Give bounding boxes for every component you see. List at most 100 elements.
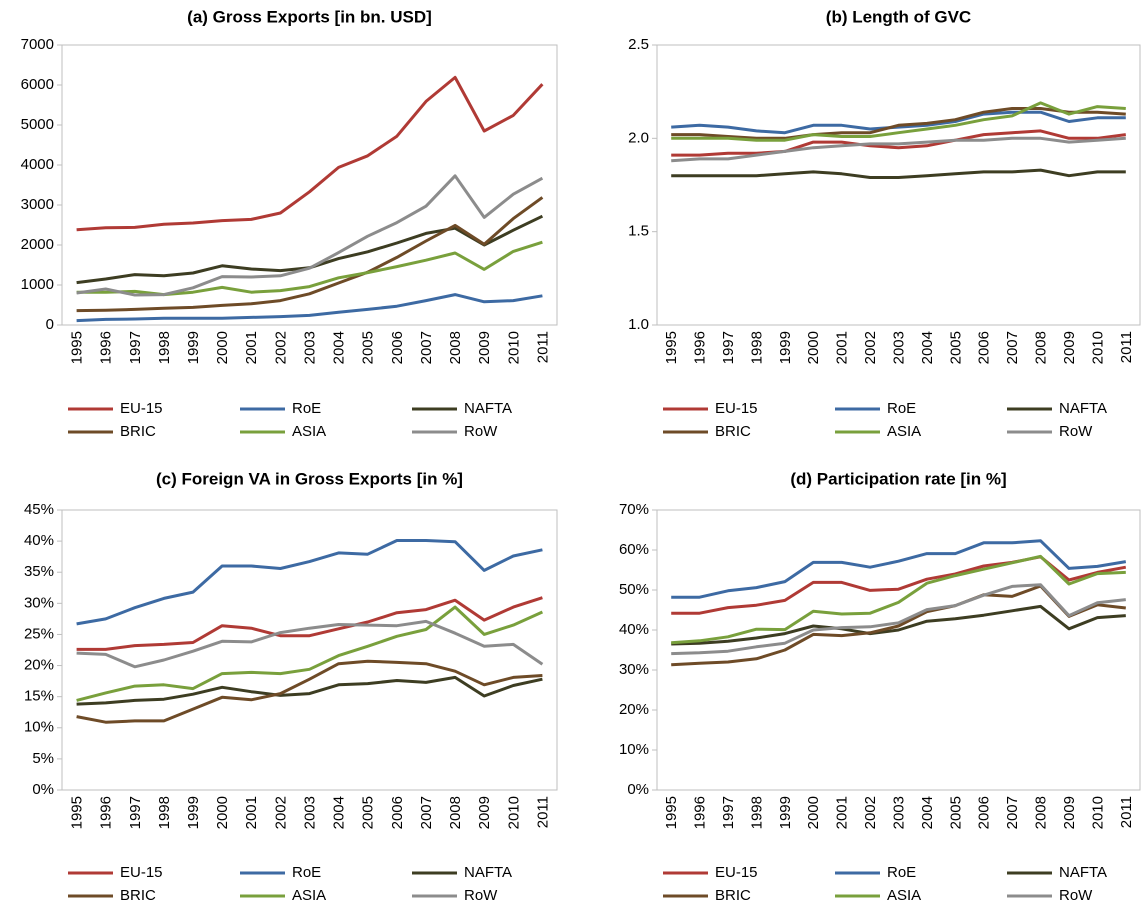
x-tick-label: 2006 — [389, 796, 406, 829]
panel: (d) Participation rate [in %] 0% 10% 20% 30%… — [619, 469, 1141, 904]
chart-title: (a) Gross Exports [in bn. USD] — [187, 7, 432, 26]
series-line — [76, 596, 543, 651]
y-tick-label: 60% — [619, 541, 649, 558]
legend-label: ASIA — [292, 423, 326, 440]
legend-label: EU-15 — [120, 400, 163, 417]
legend-label: RoW — [1059, 423, 1093, 440]
x-tick-label: 2007 — [418, 331, 435, 364]
legend-label: BRIC — [715, 423, 751, 440]
x-tick-label: 1998 — [748, 331, 765, 364]
series-line — [671, 604, 1126, 646]
x-tick-label: 2011 — [534, 796, 551, 828]
y-tick-label: 70% — [619, 501, 649, 518]
x-tick-label: 2008 — [1033, 796, 1050, 829]
x-tick-label: 1999 — [777, 331, 794, 364]
x-tick-label: 1997 — [127, 796, 144, 829]
x-tick-label: 2010 — [505, 796, 522, 829]
x-tick-label: 2005 — [947, 796, 964, 829]
legend-label: RoW — [1059, 887, 1093, 904]
x-tick-label: 2003 — [890, 796, 907, 829]
legend-label: NAFTA — [1059, 400, 1107, 417]
legend-label: EU-15 — [715, 864, 758, 881]
legend-label: RoW — [464, 423, 498, 440]
x-tick-label: 1999 — [185, 796, 202, 829]
x-tick-label: 2005 — [947, 331, 964, 364]
y-tick-label: 0% — [627, 781, 649, 798]
x-tick-label: 2001 — [834, 796, 851, 829]
x-tick-label: 2000 — [214, 331, 231, 364]
legend-label: NAFTA — [464, 400, 512, 417]
y-tick-label: 2.5 — [628, 36, 649, 53]
x-tick-label: 2004 — [919, 331, 936, 364]
x-tick-label: 2002 — [272, 796, 289, 829]
legend-label: RoE — [292, 864, 321, 881]
y-tick-label: 2000 — [21, 236, 54, 253]
chart-title: (c) Foreign VA in Gross Exports [in %] — [156, 469, 463, 488]
panel: (b) Length of GVC 1.0 1.5 2.0 2.5 1995 1996 199… — [628, 7, 1141, 440]
x-tick-label: 2011 — [534, 331, 551, 363]
x-tick-label: 1996 — [692, 796, 709, 829]
x-tick-label: 2007 — [1004, 796, 1021, 829]
y-tick-label: 0% — [32, 781, 54, 798]
x-tick-label: 1995 — [663, 331, 680, 364]
series-line — [76, 293, 543, 323]
series-line — [671, 129, 1126, 157]
legend-label: ASIA — [887, 887, 921, 904]
y-tick-label: 1.5 — [628, 223, 649, 240]
legend-label: BRIC — [120, 887, 156, 904]
legend-label: RoE — [887, 400, 916, 417]
plot-area — [61, 44, 558, 326]
series-line — [76, 619, 544, 669]
series-line — [671, 107, 1126, 140]
y-tick-label: 35% — [24, 563, 54, 580]
plot-area — [61, 509, 558, 791]
x-tick-label: 2009 — [1061, 331, 1078, 364]
legend-label: ASIA — [292, 887, 326, 904]
y-tick-label: 10% — [24, 719, 54, 736]
y-tick-label: 15% — [24, 688, 54, 705]
series-line — [671, 168, 1126, 179]
x-tick-label: 2005 — [360, 796, 377, 829]
x-tick-label: 2000 — [805, 796, 822, 829]
legend-label: BRIC — [120, 423, 156, 440]
y-tick-label: 30% — [619, 661, 649, 678]
x-tick-label: 2006 — [389, 331, 406, 364]
y-tick-label: 40% — [24, 532, 54, 549]
x-tick-label: 2002 — [272, 331, 289, 364]
x-tick-label: 2004 — [919, 796, 936, 829]
x-tick-label: 2004 — [331, 331, 348, 364]
y-tick-label: 45% — [24, 501, 54, 518]
x-tick-label: 1997 — [720, 796, 737, 829]
panel: (a) Gross Exports [in bn. USD] 0 1000 2000 3… — [21, 7, 558, 440]
x-tick-label: 2011 — [1118, 796, 1135, 828]
x-tick-label: 2006 — [976, 796, 993, 829]
x-tick-label: 2001 — [834, 331, 851, 364]
x-tick-label: 2006 — [976, 331, 993, 364]
series-line — [671, 584, 1126, 667]
x-tick-label: 2001 — [243, 796, 260, 829]
series-line — [76, 539, 543, 626]
x-tick-label: 2003 — [301, 796, 318, 829]
series-line — [76, 196, 544, 313]
x-tick-label: 1997 — [720, 331, 737, 364]
x-tick-label: 2002 — [862, 796, 879, 829]
x-tick-label: 2007 — [418, 796, 435, 829]
legend-label: RoE — [887, 864, 916, 881]
y-tick-label: 3000 — [21, 196, 54, 213]
y-tick-label: 4000 — [21, 156, 54, 173]
legend-label: EU-15 — [120, 864, 163, 881]
y-tick-label: 1.0 — [628, 316, 649, 333]
series-line — [76, 174, 544, 297]
x-tick-label: 2005 — [360, 331, 377, 364]
series-line — [671, 583, 1126, 656]
y-tick-label: 5000 — [21, 116, 54, 133]
legend-label: NAFTA — [464, 864, 512, 881]
plot-area — [656, 509, 1141, 791]
y-tick-label: 2.0 — [628, 129, 649, 146]
y-tick-label: 0 — [46, 316, 54, 333]
series-line — [76, 675, 543, 706]
x-tick-label: 2000 — [805, 331, 822, 364]
y-tick-label: 30% — [24, 594, 54, 611]
series-line — [671, 110, 1126, 135]
